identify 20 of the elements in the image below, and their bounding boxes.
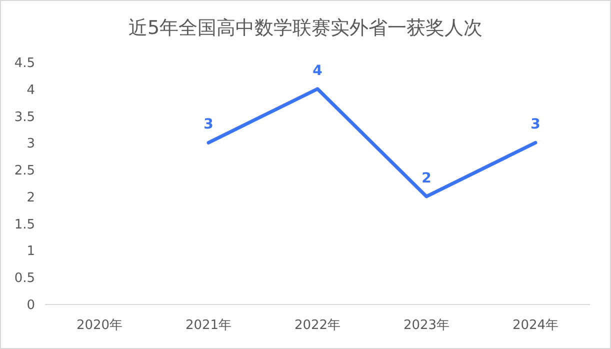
chart-title: 近5年全国高中数学联赛实外省一获奖人次	[128, 17, 483, 39]
data-label: 4	[312, 62, 323, 79]
y-tick-label: 4	[26, 82, 35, 98]
x-tick-label: 2024年	[512, 318, 559, 333]
y-tick-label: 2	[26, 190, 35, 206]
y-tick-label: 3.5	[14, 110, 35, 125]
x-tick-label: 2022年	[294, 318, 341, 333]
data-label: 3	[204, 116, 214, 133]
y-tick-label: 2.5	[14, 164, 35, 179]
y-tick-label: 0.5	[14, 271, 35, 286]
x-tick-label: 2020年	[76, 318, 123, 333]
y-tick-label: 4.5	[14, 56, 35, 71]
y-tick-label: 1	[26, 244, 35, 260]
y-tick-label: 3	[26, 136, 35, 152]
x-tick-label: 2021年	[185, 318, 232, 333]
x-tick-label: 2023年	[403, 318, 450, 333]
data-label: 2	[422, 170, 432, 186]
data-label: 3	[530, 116, 540, 133]
y-tick-label: 1.5	[14, 217, 35, 232]
y-tick-label: 0	[26, 298, 35, 313]
